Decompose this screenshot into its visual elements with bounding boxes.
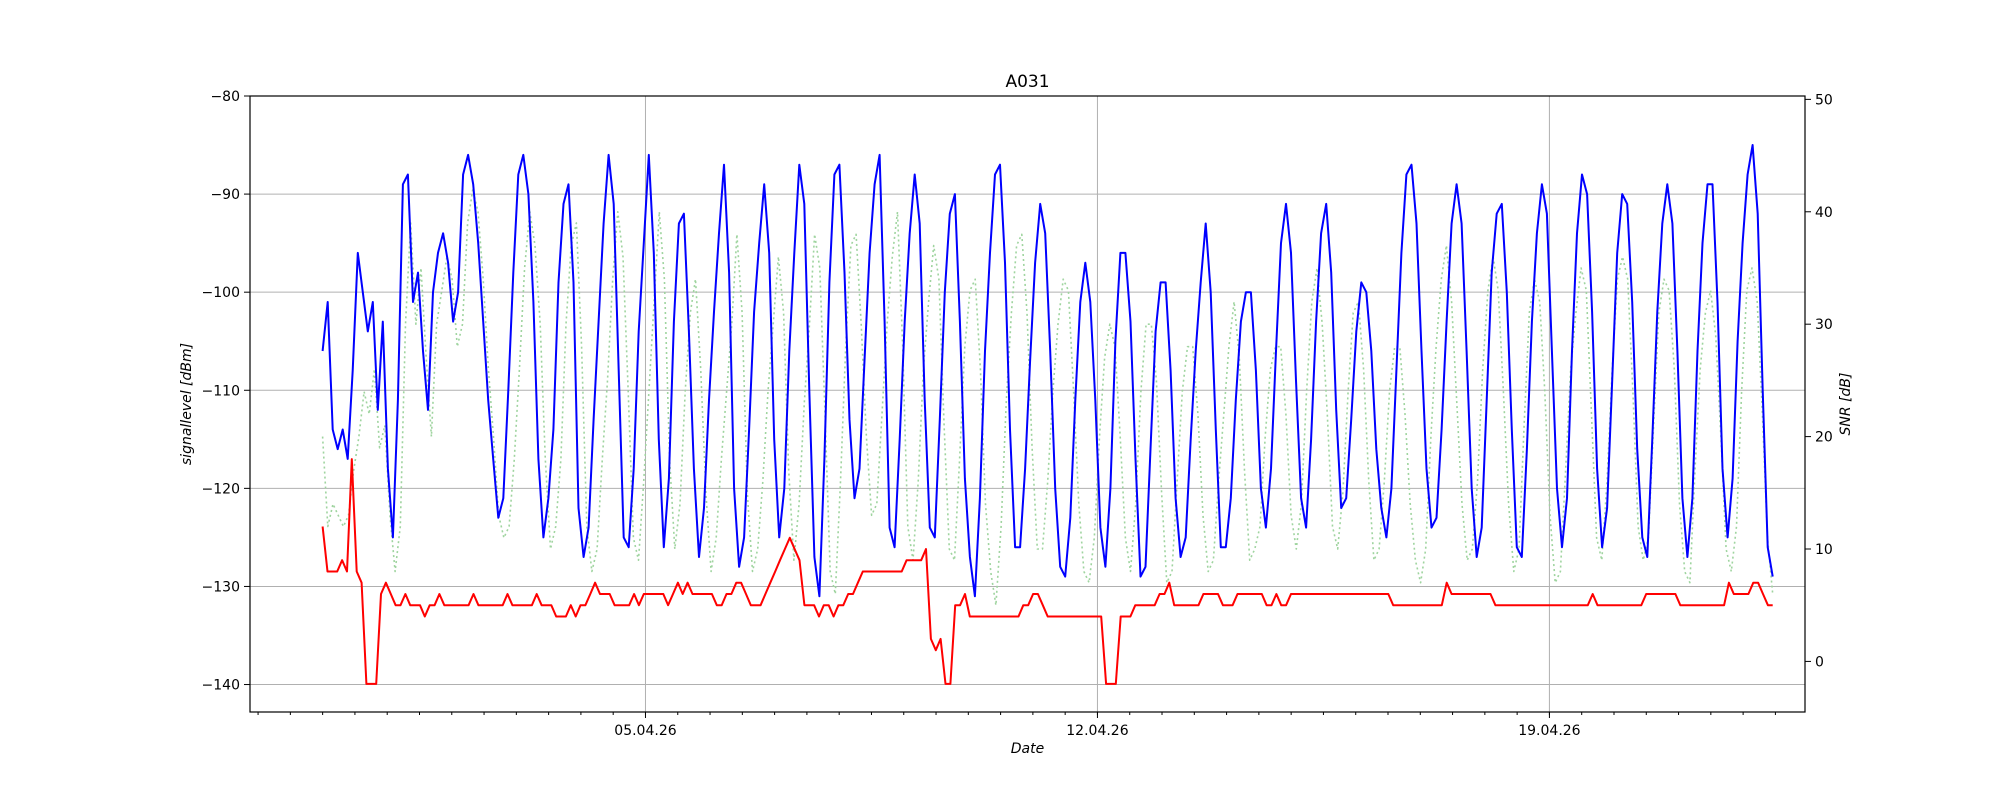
chart-title: A031 xyxy=(1005,72,1049,92)
x-tick-label: 05.04.26 xyxy=(614,723,676,739)
y2-tick-label: 50 xyxy=(1815,92,1833,108)
y-tick-label: −120 xyxy=(202,481,240,497)
x-tick-label: 12.04.26 xyxy=(1066,723,1128,739)
snr-line xyxy=(321,188,1774,607)
plot-frame xyxy=(249,95,1806,713)
y-axis-left: −140 −130 −120 −110 −100 −90 −80 xyxy=(202,89,250,694)
y-axis-title: signallevel [dBm] xyxy=(179,343,195,465)
y2-axis-title: SNR [dB] xyxy=(1838,373,1854,436)
y2-tick-label: 40 xyxy=(1815,205,1833,221)
series-group xyxy=(321,144,1774,685)
signallevel-line xyxy=(321,144,1774,598)
x-axis: 05.04.26 12.04.26 19.04.26 xyxy=(257,712,1776,739)
y2-tick-label: 30 xyxy=(1815,317,1833,333)
y2-tick-label: 10 xyxy=(1815,542,1833,558)
x-axis-title: Date xyxy=(1011,741,1044,757)
y-tick-label: −110 xyxy=(202,383,240,399)
y-tick-label: −130 xyxy=(202,579,240,595)
y-tick-label: −90 xyxy=(210,187,240,203)
y2-tick-label: 0 xyxy=(1815,654,1824,670)
y-tick-label: −100 xyxy=(202,285,240,301)
secondary-snr-line xyxy=(321,458,1773,685)
x-tick-label: 19.04.26 xyxy=(1518,723,1580,739)
y-tick-label: −140 xyxy=(202,678,240,694)
y-tick-label: −80 xyxy=(210,89,240,105)
y2-tick-label: 20 xyxy=(1815,430,1833,446)
y-axis-right: 0 10 20 30 40 50 xyxy=(1805,92,1833,670)
